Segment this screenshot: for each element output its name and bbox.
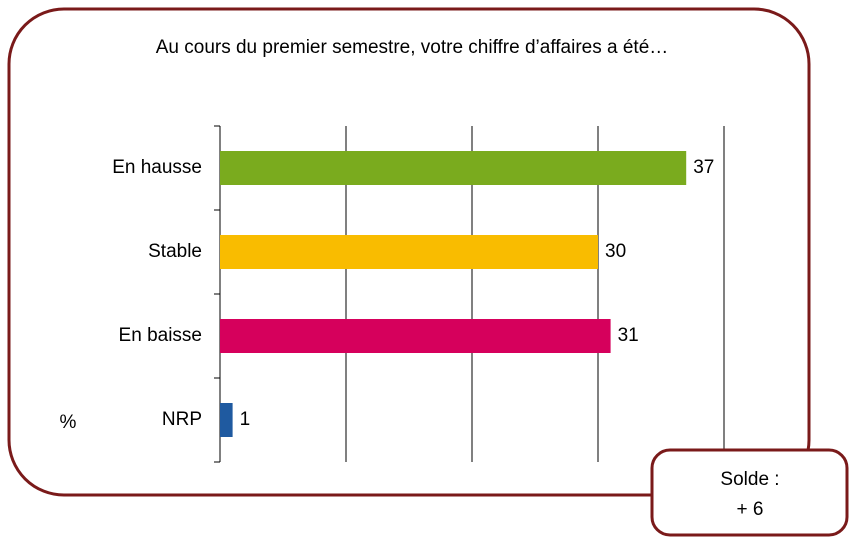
solde-value: + 6 xyxy=(737,499,764,520)
y-tick-label: Stable xyxy=(148,241,202,262)
unit-label: % xyxy=(60,412,77,433)
bar xyxy=(220,403,233,437)
bar xyxy=(220,151,687,185)
y-tick-label: En hausse xyxy=(112,157,202,178)
solde-label: Solde : xyxy=(720,469,779,490)
plot: En hausse 37 Stable 30 En baisse 31 NRP 1 xyxy=(112,125,725,463)
value-label: 1 xyxy=(240,409,251,430)
bar xyxy=(220,319,611,353)
value-label: 30 xyxy=(605,241,626,262)
bar xyxy=(220,235,598,269)
chart-title: Au cours du premier semestre, votre chif… xyxy=(156,37,669,58)
solde-box xyxy=(650,448,849,537)
y-tick-label: NRP xyxy=(162,409,202,430)
y-tick-label: En baisse xyxy=(119,325,202,346)
value-label: 31 xyxy=(618,325,639,346)
value-label: 37 xyxy=(693,157,714,178)
